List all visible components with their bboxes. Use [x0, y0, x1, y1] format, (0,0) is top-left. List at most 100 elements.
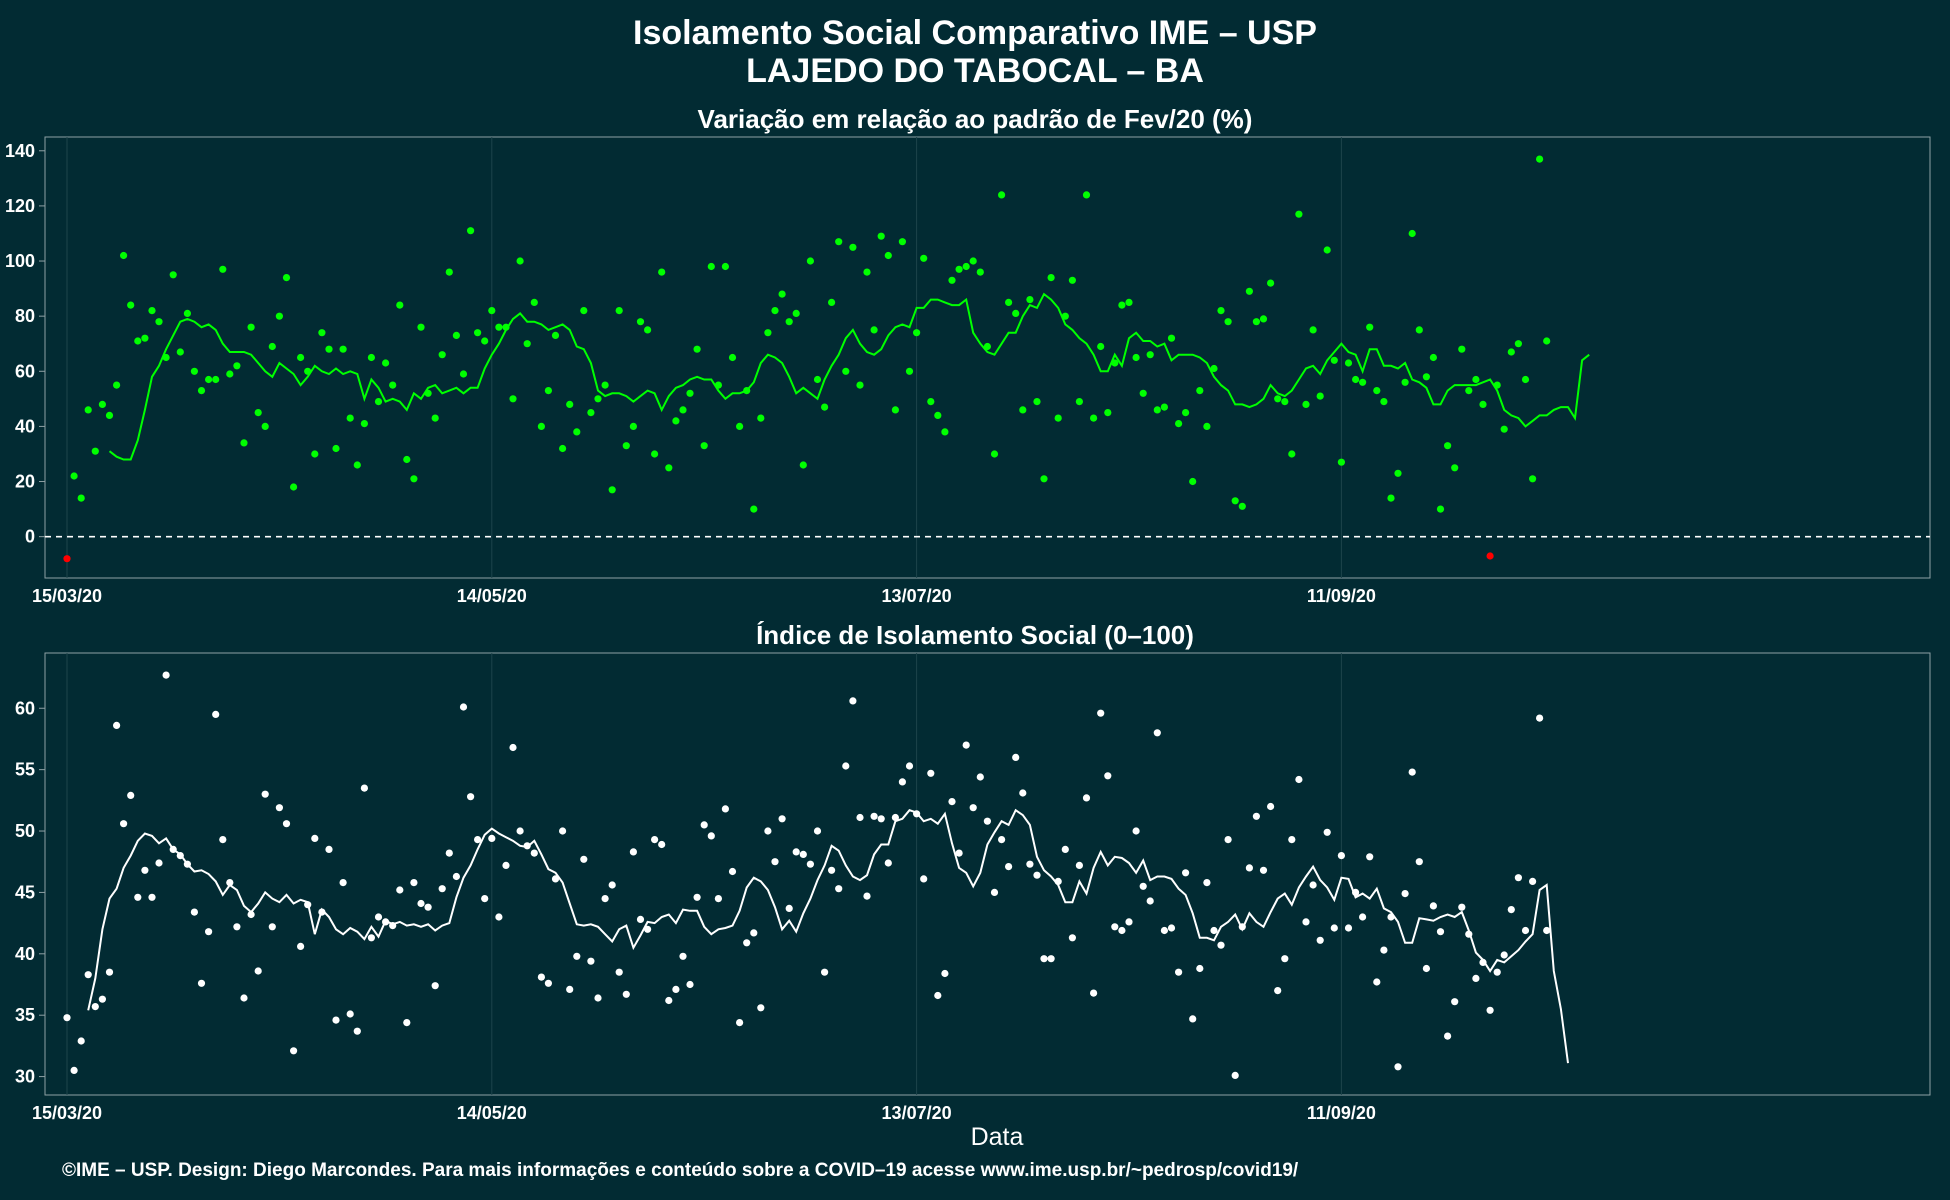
- top-data-point: [594, 395, 602, 403]
- bottom-data-point: [403, 1019, 411, 1027]
- bottom-data-point: [339, 879, 347, 887]
- bottom-y-tick-label: 50: [15, 821, 35, 841]
- bottom-data-point: [920, 875, 928, 883]
- top-data-point: [927, 398, 935, 406]
- bottom-data-point: [757, 1004, 765, 1012]
- top-data-point: [1054, 414, 1062, 422]
- top-data-point: [785, 318, 793, 326]
- bottom-data-point: [63, 1014, 71, 1022]
- bottom-data-point: [1366, 853, 1374, 861]
- bottom-data-point: [396, 886, 404, 894]
- bottom-data-point: [1167, 924, 1176, 932]
- bottom-data-point: [155, 859, 163, 867]
- top-y-tick-label: 120: [5, 196, 35, 216]
- top-data-point: [559, 444, 567, 453]
- bottom-data-point: [721, 805, 730, 813]
- top-data-point: [63, 555, 71, 563]
- bottom-data-point: [467, 793, 475, 801]
- bottom-data-point: [566, 985, 574, 994]
- top-data-point: [898, 238, 907, 246]
- bottom-data-point: [70, 1066, 78, 1074]
- top-data-point: [360, 420, 368, 428]
- bottom-data-point: [707, 832, 715, 840]
- bottom-data-point: [1536, 714, 1544, 722]
- top-data-point: [240, 439, 248, 447]
- bottom-data-point: [247, 910, 255, 919]
- bottom-data-point: [1493, 968, 1501, 976]
- bottom-data-point: [693, 893, 701, 901]
- bottom-data-point: [828, 866, 836, 874]
- bottom-data-point: [835, 885, 843, 893]
- bottom-data-point: [1252, 812, 1260, 820]
- top-data-point: [778, 290, 786, 298]
- bottom-x-tick-label: 11/09/20: [1307, 1103, 1376, 1123]
- bottom-data-point: [1203, 879, 1211, 887]
- bottom-data-point: [1005, 863, 1013, 871]
- top-data-point: [226, 370, 234, 378]
- bottom-data-point: [1196, 964, 1204, 973]
- top-data-point: [1387, 494, 1395, 502]
- bottom-data-point: [1075, 861, 1083, 870]
- top-data-point: [311, 450, 319, 458]
- top-data-point: [1451, 464, 1459, 472]
- bottom-data-point: [672, 985, 680, 994]
- top-data-point: [587, 409, 595, 417]
- top-data-point: [1479, 400, 1487, 408]
- top-y-tick-label: 100: [5, 251, 35, 271]
- bottom-data-point: [983, 817, 992, 825]
- bottom-y-tick-label: 35: [15, 1005, 35, 1025]
- bottom-data-point: [891, 813, 900, 822]
- top-x-tick-label: 11/09/20: [1307, 586, 1376, 606]
- top-data-point: [1536, 155, 1544, 163]
- top-data-point: [1507, 348, 1515, 356]
- top-data-point: [1005, 298, 1013, 306]
- top-data-point: [1344, 359, 1353, 367]
- bottom-data-point: [84, 971, 92, 979]
- top-data-point: [530, 298, 538, 306]
- bottom-data-point: [750, 929, 758, 937]
- bottom-data-point: [1189, 1015, 1197, 1023]
- bottom-data-point: [452, 872, 460, 881]
- bottom-data-point: [1401, 890, 1409, 898]
- top-data-point: [339, 345, 347, 353]
- bottom-data-point: [622, 990, 630, 998]
- bottom-data-point: [417, 899, 425, 908]
- top-data-point: [183, 309, 191, 317]
- top-data-point: [1274, 395, 1282, 403]
- top-data-point: [1323, 246, 1331, 254]
- bottom-data-point: [736, 1019, 744, 1027]
- top-data-point: [799, 461, 807, 469]
- bottom-data-point: [367, 934, 375, 942]
- top-data-point: [367, 353, 375, 362]
- top-data-point: [488, 307, 496, 315]
- top-data-point: [1422, 373, 1430, 381]
- bottom-data-point: [962, 741, 970, 749]
- bottom-data-point: [134, 893, 142, 901]
- top-panel: 15/03/20 14/05/20 13/07/20 11/09/20 0 20 40 60 8…: [5, 136, 1931, 606]
- top-data-point: [849, 243, 857, 251]
- top-data-point: [1472, 375, 1480, 384]
- top-data-point: [580, 307, 588, 315]
- top-data-point: [1019, 406, 1027, 414]
- top-plot-frame: [44, 136, 1931, 579]
- top-y-tick-label: 0: [25, 527, 35, 547]
- top-data-point: [1132, 353, 1140, 362]
- top-data-point: [120, 251, 128, 260]
- x-axis-label: Data: [971, 1123, 1024, 1151]
- bottom-data-point: [1012, 753, 1020, 762]
- top-data-point: [1415, 326, 1423, 334]
- bottom-plot-frame: [44, 652, 1931, 1096]
- bottom-data-point: [799, 850, 807, 859]
- top-data-point: [969, 257, 977, 265]
- top-data-point: [509, 395, 517, 403]
- bottom-data-point: [282, 820, 291, 828]
- top-data-point: [601, 381, 609, 389]
- top-data-point: [955, 265, 963, 273]
- bottom-data-point: [877, 815, 885, 823]
- bottom-data-point: [91, 1003, 99, 1011]
- bottom-data-point: [1415, 858, 1423, 866]
- bottom-data-point: [990, 888, 999, 897]
- bottom-data-point: [941, 969, 949, 978]
- bottom-data-point: [1019, 789, 1027, 797]
- bottom-data-point: [1337, 852, 1345, 860]
